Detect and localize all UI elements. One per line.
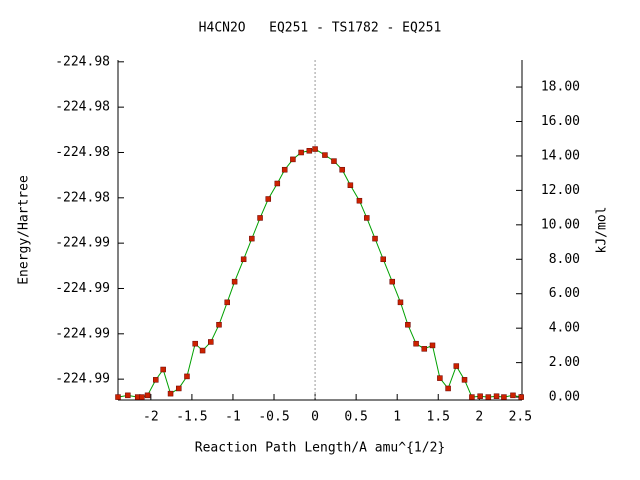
y2-tick-label: 12.00 xyxy=(541,183,580,198)
x-tick-label: 1.5 xyxy=(427,410,450,425)
data-point xyxy=(125,392,131,399)
y-tick-label: -224.99 xyxy=(55,372,110,387)
data-point xyxy=(167,390,174,397)
y2-tick-label: 16.00 xyxy=(541,114,580,129)
data-point xyxy=(485,394,492,400)
x-tick-label: 1 xyxy=(393,410,401,425)
data-point xyxy=(364,215,370,221)
data-point xyxy=(265,196,272,202)
y-tick-label: -224.98 xyxy=(55,190,110,205)
data-point xyxy=(257,215,263,221)
y-tick-label: -224.98 xyxy=(55,145,110,160)
data-point xyxy=(184,373,190,380)
y2-tick-label: 2.00 xyxy=(549,355,580,370)
y2-tick-label: 0.00 xyxy=(549,390,580,405)
data-point xyxy=(397,299,404,306)
y-tick-label: -224.99 xyxy=(55,236,110,251)
data-point xyxy=(461,377,468,383)
data-point xyxy=(199,347,206,354)
data-point xyxy=(322,152,328,158)
data-point xyxy=(501,394,507,400)
y-axis-label: Energy/Hartree xyxy=(17,175,32,285)
x-tick-label: 0.5 xyxy=(344,410,367,425)
data-point xyxy=(518,394,524,400)
chart-title: H4CN2O EQ251 - TS1782 - EQ251 xyxy=(199,21,442,36)
y-tick-label: -224.98 xyxy=(55,100,110,115)
x-tick-label: 2.5 xyxy=(509,410,532,425)
data-point xyxy=(298,149,304,156)
data-point xyxy=(281,166,288,173)
data-point xyxy=(347,182,354,188)
x-axis-label: Reaction Path Length/A amu^{1/2} xyxy=(195,441,445,456)
data-point xyxy=(477,393,483,399)
x-tick-label: -2 xyxy=(143,410,159,425)
data-point xyxy=(216,321,222,328)
data-point xyxy=(231,278,238,285)
data-point xyxy=(249,235,255,242)
y2-axis-label: kJ/mol xyxy=(595,207,610,254)
data-point xyxy=(176,385,182,392)
data-point xyxy=(274,180,281,187)
data-point xyxy=(413,340,419,347)
data-point xyxy=(389,278,396,285)
series-line xyxy=(117,148,522,398)
y2-tick-label: 4.00 xyxy=(549,321,580,336)
data-point xyxy=(493,393,500,399)
data-point xyxy=(139,394,145,400)
data-point xyxy=(192,340,198,347)
data-point xyxy=(405,321,411,328)
data-point xyxy=(469,394,475,400)
data-point xyxy=(290,156,296,163)
x-tick-label: -1.5 xyxy=(176,410,207,425)
data-point xyxy=(429,342,436,349)
data-point xyxy=(240,256,247,263)
y2-tick-label: 6.00 xyxy=(549,286,580,301)
data-point xyxy=(160,366,166,373)
data-point xyxy=(306,148,313,154)
y2-tick-label: 14.00 xyxy=(541,148,580,163)
data-point xyxy=(437,375,443,381)
y-tick-label: -224.98 xyxy=(55,54,110,69)
y-tick-label: -224.99 xyxy=(55,281,110,296)
data-point xyxy=(510,392,516,399)
y2-tick-label: 8.00 xyxy=(549,252,580,267)
data-point xyxy=(153,377,159,383)
data-point xyxy=(224,299,230,306)
data-point xyxy=(380,256,386,263)
data-point xyxy=(144,392,151,399)
x-tick-label: 0 xyxy=(311,410,319,425)
x-tick-label: -0.5 xyxy=(258,410,289,425)
data-point xyxy=(445,385,451,392)
x-tick-label: -1 xyxy=(225,410,241,425)
data-point xyxy=(115,394,121,400)
y-tick-label: -224.99 xyxy=(55,326,110,341)
data-point xyxy=(339,166,345,173)
data-point xyxy=(453,363,460,369)
data-point xyxy=(208,339,214,345)
data-point xyxy=(421,346,428,352)
y2-tick-label: 18.00 xyxy=(541,80,580,95)
data-point xyxy=(372,235,378,242)
data-point xyxy=(356,197,363,204)
x-tick-label: 2 xyxy=(475,410,483,425)
y2-tick-label: 10.00 xyxy=(541,217,580,232)
data-point xyxy=(312,146,318,152)
data-point xyxy=(331,158,337,164)
